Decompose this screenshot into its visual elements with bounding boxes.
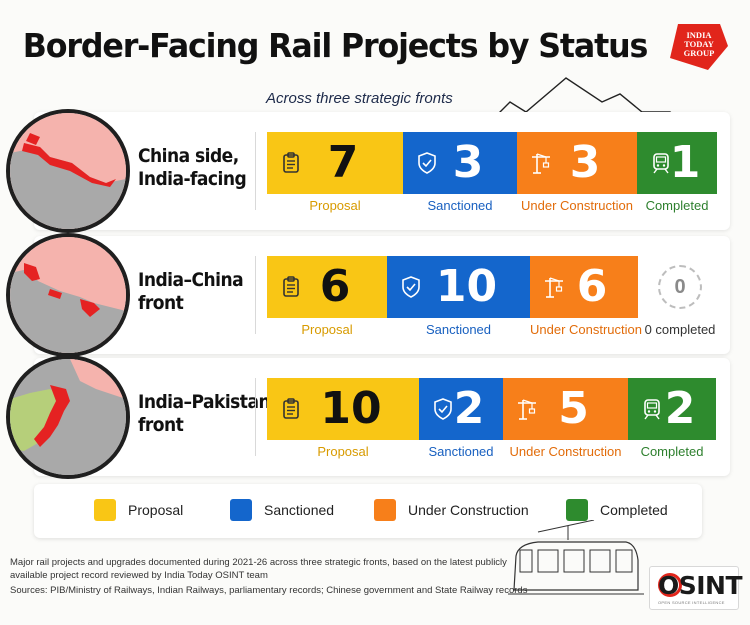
bar-under-construction: 3 <box>517 132 637 194</box>
bar-value-sanctioned: 3 <box>452 137 484 188</box>
bar-value-completed: 1 <box>669 137 701 188</box>
footer-sources: Sources: PIB/Ministry of Railways, India… <box>10 585 528 596</box>
shield-check-icon <box>415 151 439 175</box>
bar-value-proposal: 6 <box>319 261 351 312</box>
legend-swatch-under-construction <box>374 499 396 521</box>
legend: Proposal Sanctioned Under Construction C… <box>34 484 702 538</box>
bar-value-under-construction: 3 <box>569 137 601 188</box>
bar-label-completed: Completed <box>645 198 709 213</box>
legend-label-completed: Completed <box>600 502 668 518</box>
legend-swatch-sanctioned <box>230 499 252 521</box>
page-title: Border-Facing Rail Projects by Status <box>22 26 649 65</box>
front-title-line2: front <box>138 414 184 436</box>
bar-value-under-construction: 5 <box>558 383 589 434</box>
legend-swatch-completed <box>566 499 588 521</box>
bar-under-construction: 5 <box>503 378 628 440</box>
bar-sanctioned: 10 <box>387 256 530 318</box>
bar-value-proposal: 10 <box>320 383 382 434</box>
bar-label-sanctioned: Sanctioned <box>425 322 492 337</box>
clipboard-icon <box>279 275 303 299</box>
bar-value-proposal: 7 <box>327 137 359 188</box>
front-title-line2: front <box>138 292 184 314</box>
bar-sanctioned: 3 <box>403 132 517 194</box>
legend-item-completed: Completed <box>566 499 668 521</box>
crane-icon <box>542 275 566 299</box>
bar-value-completed: 0 <box>658 265 702 309</box>
legend-item-sanctioned: Sanctioned <box>230 499 334 521</box>
tram-illustration <box>508 520 644 595</box>
footer-note-line2: available project record reviewed by Ind… <box>10 570 268 581</box>
bar-label-completed: 0 completed <box>644 322 716 337</box>
train-icon <box>649 151 673 175</box>
front-title-line1: India–China <box>138 269 244 291</box>
map-india-pakistan-front <box>6 355 130 479</box>
legend-item-proposal: Proposal <box>94 499 183 521</box>
legend-swatch-proposal <box>94 499 116 521</box>
bar-label-sanctioned: Sanctioned <box>427 198 493 213</box>
front-title-line1: China side, <box>138 145 239 167</box>
bar-value-sanctioned: 2 <box>453 383 485 434</box>
legend-label-proposal: Proposal <box>128 502 184 518</box>
map-india-china-front <box>6 233 130 357</box>
bar-label-proposal: Proposal <box>301 322 353 337</box>
row-divider <box>255 132 256 210</box>
bar-completed: 1 <box>637 132 717 194</box>
osint-ring-icon <box>658 573 682 597</box>
osint-brand: OSINT <box>658 571 743 600</box>
bar-label-proposal: Proposal <box>309 198 361 213</box>
bar-label-sanctioned: Sanctioned <box>428 444 494 459</box>
bar-label-completed: Completed <box>640 444 704 459</box>
shield-check-icon <box>399 275 423 299</box>
legend-label-under-construction: Under Construction <box>408 502 529 518</box>
legend-item-under-construction: Under Construction <box>374 499 529 521</box>
osint-logo: OSINT OPEN SOURCE INTELLIGENCE <box>649 566 743 610</box>
shield-check-icon <box>431 397 455 421</box>
bar-completed: 2 <box>628 378 716 440</box>
bar-under-construction: 6 <box>530 256 638 318</box>
crane-icon <box>529 151 553 175</box>
footer-note-line1: Major rail projects and upgrades documen… <box>10 557 507 568</box>
clipboard-icon <box>279 397 303 421</box>
legend-label-sanctioned: Sanctioned <box>264 502 335 518</box>
clipboard-icon <box>279 151 303 175</box>
map-china-side <box>6 109 130 233</box>
front-title: India–Pakistan front <box>138 391 271 437</box>
bar-label-proposal: Proposal <box>317 444 369 459</box>
row-divider <box>255 256 256 334</box>
osint-tagline: OPEN SOURCE INTELLIGENCE <box>658 600 725 605</box>
front-title-line2: India-facing <box>138 168 247 190</box>
bar-label-under-construction: Under Construction <box>521 198 633 213</box>
front-title-line1: India–Pakistan <box>138 391 271 413</box>
india-today-logo: INDIA TODAY GROUP <box>664 18 734 74</box>
page-subtitle: Across three strategic fronts <box>266 90 453 107</box>
bar-proposal: 10 <box>267 378 419 440</box>
crane-icon <box>515 397 539 421</box>
front-title: China side, India-facing <box>138 145 247 191</box>
bar-sanctioned: 2 <box>419 378 503 440</box>
bar-value-sanctioned: 10 <box>435 261 498 312</box>
row-divider <box>255 378 256 456</box>
bar-label-under-construction: Under Construction <box>509 444 622 459</box>
train-icon <box>640 397 664 421</box>
front-title: India–China front <box>138 269 244 315</box>
bar-value-completed: 2 <box>664 383 696 434</box>
bar-label-under-construction: Under Construction <box>530 322 642 337</box>
bar-value-under-construction: 6 <box>576 261 608 312</box>
bar-proposal: 7 <box>267 132 403 194</box>
bar-proposal: 6 <box>267 256 387 318</box>
